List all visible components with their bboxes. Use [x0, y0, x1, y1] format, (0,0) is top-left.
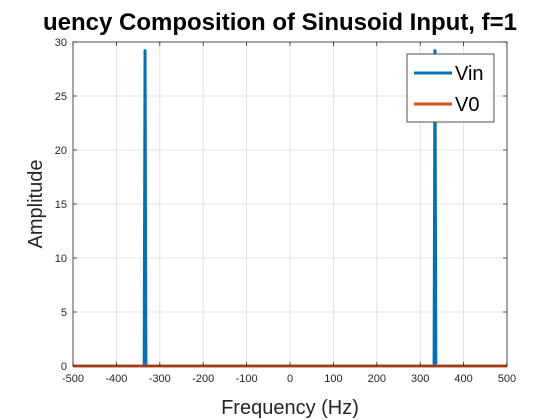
y-tick-label: 30	[55, 37, 67, 49]
x-tick-label: 100	[324, 373, 342, 385]
x-tick-label: -400	[105, 373, 127, 385]
legend-label-v0: V0	[455, 94, 479, 116]
y-tick-label: 0	[61, 361, 67, 373]
x-tick-label: 500	[498, 373, 516, 385]
x-tick-label: -500	[62, 373, 84, 385]
x-tick-label: 0	[287, 373, 293, 385]
legend-label-vin: Vin	[455, 63, 484, 85]
x-tick-label: -100	[236, 373, 258, 385]
x-axis-title: Frequency (Hz)	[221, 397, 359, 419]
y-tick-label: 20	[55, 145, 67, 157]
chart-title: uency Composition of Sinusoid Input, f=1	[43, 9, 517, 36]
legend: Vin V0	[406, 53, 495, 123]
x-tick-label: -200	[192, 373, 214, 385]
y-axis-title: Amplitude	[25, 160, 47, 249]
y-tick-label: 25	[55, 91, 67, 103]
x-tick-label: 300	[411, 373, 429, 385]
y-tick-label: 10	[55, 253, 67, 265]
x-tick-label: 200	[368, 373, 386, 385]
x-tick-label: 400	[454, 373, 472, 385]
x-tick-label: -300	[149, 373, 171, 385]
ticks: -500 -400 -300 -200 -100 0 100 200 300 400 500 0 5 10…	[55, 37, 516, 385]
y-tick-label: 15	[55, 199, 67, 211]
legend-box	[406, 53, 495, 123]
y-tick-label: 5	[61, 307, 67, 319]
